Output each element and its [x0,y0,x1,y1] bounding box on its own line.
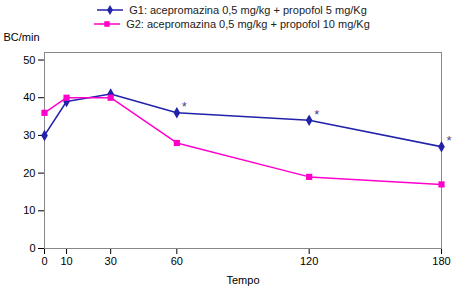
svg-text:Tempo: Tempo [226,274,259,286]
svg-text:60: 60 [171,255,183,267]
svg-text:BC/min: BC/min [4,31,40,43]
svg-text:20: 20 [23,167,35,179]
svg-text:0: 0 [41,255,47,267]
svg-text:0: 0 [29,242,35,254]
svg-text:*: * [447,133,452,148]
svg-text:180: 180 [432,255,450,267]
svg-text:*: * [314,107,319,122]
svg-text:50: 50 [23,54,35,66]
svg-text:40: 40 [23,91,35,103]
svg-text:30: 30 [105,255,117,267]
html-text:G2: acepromazina 0,5 mg/kg + p: G2: acepromazina 0,5 mg/kg + propofol 10… [126,18,370,30]
svg-text:120: 120 [300,255,318,267]
svg-text:*: * [182,99,187,114]
html-text:G1: acepromazina 0,5 mg/kg + p: G1: acepromazina 0,5 mg/kg + propofol 5 … [129,4,367,16]
svg-text:10: 10 [23,204,35,216]
svg-text:10: 10 [60,255,72,267]
svg-text:30: 30 [23,129,35,141]
